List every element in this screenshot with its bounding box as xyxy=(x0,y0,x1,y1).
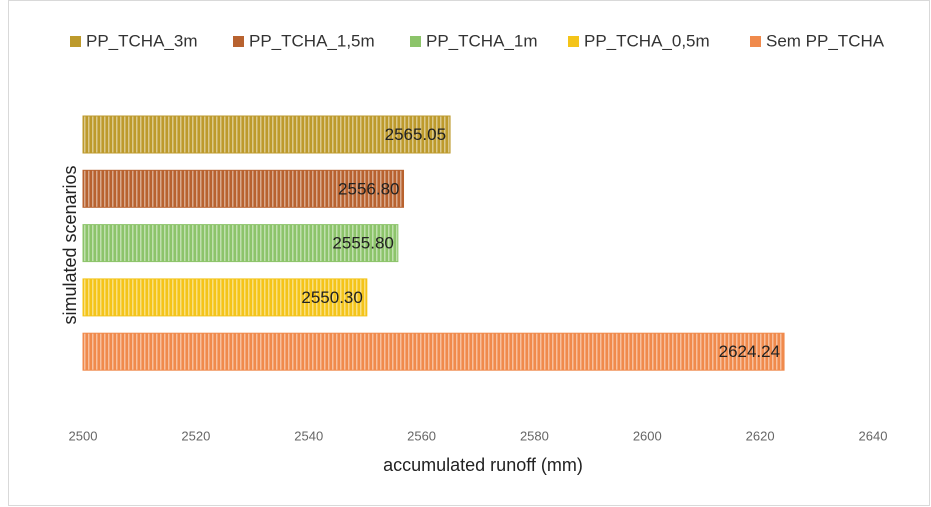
data-label: 2550.30 xyxy=(301,288,362,307)
legend-swatch xyxy=(410,36,421,47)
legend-swatch xyxy=(233,36,244,47)
x-axis-label: accumulated runoff (mm) xyxy=(383,455,583,475)
legend-label: PP_TCHA_0,5m xyxy=(584,31,710,50)
x-tick-label: 2620 xyxy=(746,428,775,443)
x-tick-label: 2500 xyxy=(69,428,98,443)
legend-swatch xyxy=(750,36,761,47)
bar xyxy=(82,278,368,317)
bar xyxy=(82,224,399,263)
x-tick-label: 2580 xyxy=(520,428,549,443)
data-label: 2555.80 xyxy=(332,234,393,253)
x-tick-label: 2520 xyxy=(181,428,210,443)
data-label: 2565.05 xyxy=(385,125,446,144)
x-tick-label: 2600 xyxy=(633,428,662,443)
bar xyxy=(82,115,451,154)
data-label: 2556.80 xyxy=(338,179,399,198)
legend-label: PP_TCHA_3m xyxy=(86,31,197,50)
legend-swatch xyxy=(568,36,579,47)
bar xyxy=(82,169,405,208)
x-tick-label: 2560 xyxy=(407,428,436,443)
legend-label: Sem PP_TCHA xyxy=(766,31,885,50)
data-label: 2624.24 xyxy=(719,342,780,361)
legend-swatch xyxy=(70,36,81,47)
legend-label: PP_TCHA_1m xyxy=(426,31,537,50)
x-tick-label: 2640 xyxy=(859,428,888,443)
legend-label: PP_TCHA_1,5m xyxy=(249,31,375,50)
bar xyxy=(82,332,785,371)
y-axis-label: simulated scenarios xyxy=(60,165,80,324)
x-tick-label: 2540 xyxy=(294,428,323,443)
